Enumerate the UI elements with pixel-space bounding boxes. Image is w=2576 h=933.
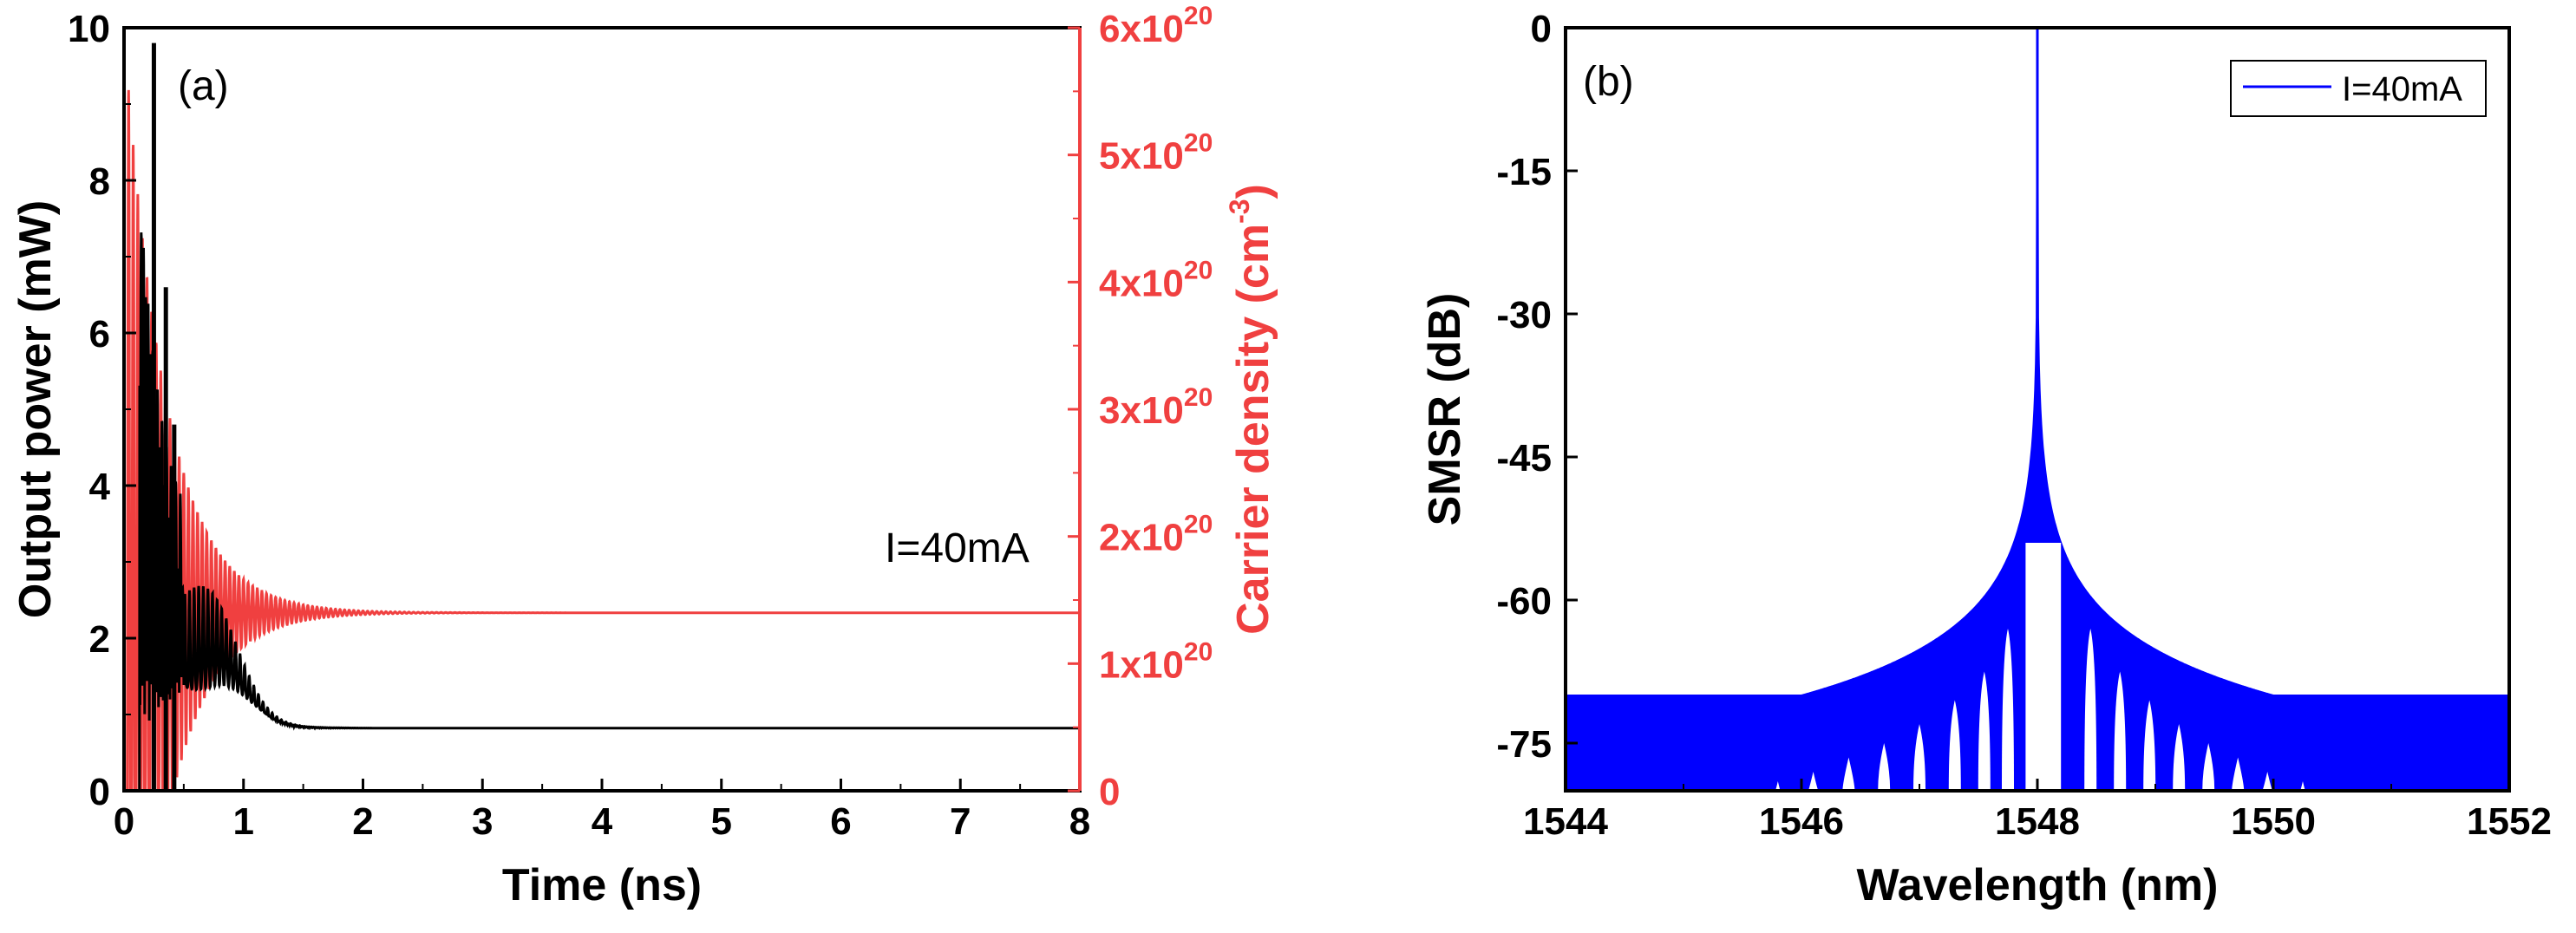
panel-a-right-y-label-sup: -3 (1224, 199, 1255, 223)
panel-b-y-tick-label: -75 (1496, 723, 1552, 766)
panel-a-x-tick-label: 5 (711, 800, 732, 843)
panel-a-y-tick-label: 2 (89, 618, 110, 661)
panel-a-x-tick-label: 8 (1069, 800, 1090, 843)
spectrum-notch (2025, 543, 2062, 791)
panel-a-y-tick-label: 0 (89, 771, 110, 813)
panel-a-x-tick-label: 1 (233, 800, 254, 843)
panel-a-x-tick-label: 0 (114, 800, 134, 843)
panel-a-x-tick-label: 6 (830, 800, 851, 843)
tick-exponent: 20 (1184, 2, 1213, 30)
panel-a-y-axis-label: Output power (mW) (10, 200, 61, 618)
spectrum-side-mode-gap (2114, 671, 2127, 791)
tick-exponent: 20 (1184, 637, 1213, 666)
series-output-power (126, 232, 1080, 793)
panel-b-x-axis-label: Wavelength (nm) (1857, 860, 2219, 910)
panel-a-x-tick-label: 3 (472, 800, 493, 843)
panel-a-right-y-tick-label: 2x1020 (1099, 511, 1213, 559)
panel-b-y-tick-label: -60 (1496, 580, 1552, 623)
tick-mantissa: 4x10 (1099, 262, 1184, 304)
tick-mantissa: 5x10 (1099, 135, 1184, 178)
spectrum-side-mode-gap (1878, 743, 1891, 791)
spectrum-side-mode-gap (1842, 757, 1855, 791)
panel-a-x-tick-label: 2 (352, 800, 373, 843)
panel-b-label: (b) (1583, 59, 1634, 105)
panel-a-right-y-label-main: Carrier density (cm (1228, 224, 1278, 635)
panel-b-y-tick-label: -15 (1496, 151, 1552, 193)
spectrum-side-mode-gap (1948, 700, 1961, 791)
panel-b-y-tick-label: -30 (1496, 294, 1552, 336)
spectrum-side-mode-gap (2084, 629, 2097, 791)
spectrum-side-mode-gap (2232, 757, 2245, 791)
series-carrier-density (126, 89, 1080, 793)
panel-a-plot-area (126, 42, 1080, 793)
tick-mantissa: 3x10 (1099, 389, 1184, 432)
panel-b-x-tick-label: 1544 (1523, 800, 1608, 843)
legend-label-i40ma: I=40mA (2342, 70, 2462, 108)
panel-a-right-y-axis-label: Carrier density (cm-3) (1224, 184, 1278, 635)
panel-b-plot-area (1565, 27, 2510, 798)
panel-a-x-tick-label: 4 (592, 800, 613, 843)
panel-a-y-tick-label: 10 (68, 8, 110, 50)
panel-b-legend: I=40mA (2230, 60, 2487, 117)
panel-a-y-tick-label: 6 (89, 313, 110, 356)
panel-a-right-y-tick-label: 5x1020 (1099, 129, 1213, 178)
panel-a-label: (a) (178, 63, 229, 109)
panel-b-x-tick-label: 1548 (1995, 800, 2080, 843)
panel-a-y-tick-label: 4 (89, 466, 111, 508)
tick-exponent: 20 (1184, 511, 1213, 539)
spectrum-side-mode-gap (1978, 671, 1991, 791)
panel-a-right-y-tick-label: 1x1020 (1099, 637, 1213, 686)
panel-a-x-axis-label: Time (ns) (502, 860, 702, 910)
legend-box (2230, 60, 2487, 117)
panel-a-right-y-tick-label: 0 (1099, 771, 1120, 813)
tick-mantissa: 6x10 (1099, 8, 1184, 50)
panel-b-y-tick-label: -45 (1496, 437, 1552, 480)
panel-a-x-tick-label: 7 (950, 800, 971, 843)
tick-mantissa: 1x10 (1099, 643, 1184, 686)
tick-exponent: 20 (1184, 383, 1213, 412)
spectrum-side-mode-gap (2261, 772, 2274, 793)
tick-mantissa: 0 (1099, 771, 1120, 813)
panel-b-x-tick-label: 1546 (1759, 800, 1844, 843)
panel-b-x-tick-label: 1552 (2467, 800, 2552, 843)
tick-exponent: 20 (1184, 129, 1213, 158)
spectrum-side-mode-gap (2002, 629, 2014, 791)
panel-a-y-tick-label: 8 (89, 160, 110, 203)
spectrum-side-mode-gap (2202, 743, 2215, 791)
spectrum-side-mode-gap (1913, 724, 1925, 791)
spectrum-side-mode-gap (1807, 772, 1820, 793)
panel-a-frame (122, 26, 1082, 793)
tick-mantissa: 2x10 (1099, 517, 1184, 559)
panel-a-annotation: I=40mA (885, 525, 1030, 571)
panel-a-right-y-tick-label: 3x1020 (1099, 383, 1213, 432)
chart-panel-b: 1544 1546 1548 1550 1552 0 -15 -30 -45 -60 -75 (b… (1420, 8, 2552, 910)
panel-a-right-y-tick-label: 4x1020 (1099, 256, 1213, 304)
panel-a-right-y-label-close: ) (1228, 184, 1278, 199)
panel-a-right-y-tick-label: 6x1020 (1099, 2, 1213, 50)
panel-b-y-axis-label: SMSR (dB) (1420, 293, 1470, 526)
spectrum-side-mode-gap (2173, 724, 2186, 791)
tick-exponent: 20 (1184, 256, 1213, 284)
panel-b-y-tick-label: 0 (1531, 8, 1552, 50)
panel-b-x-tick-label: 1550 (2231, 800, 2316, 843)
spectrum-side-mode-gap (2143, 700, 2156, 791)
